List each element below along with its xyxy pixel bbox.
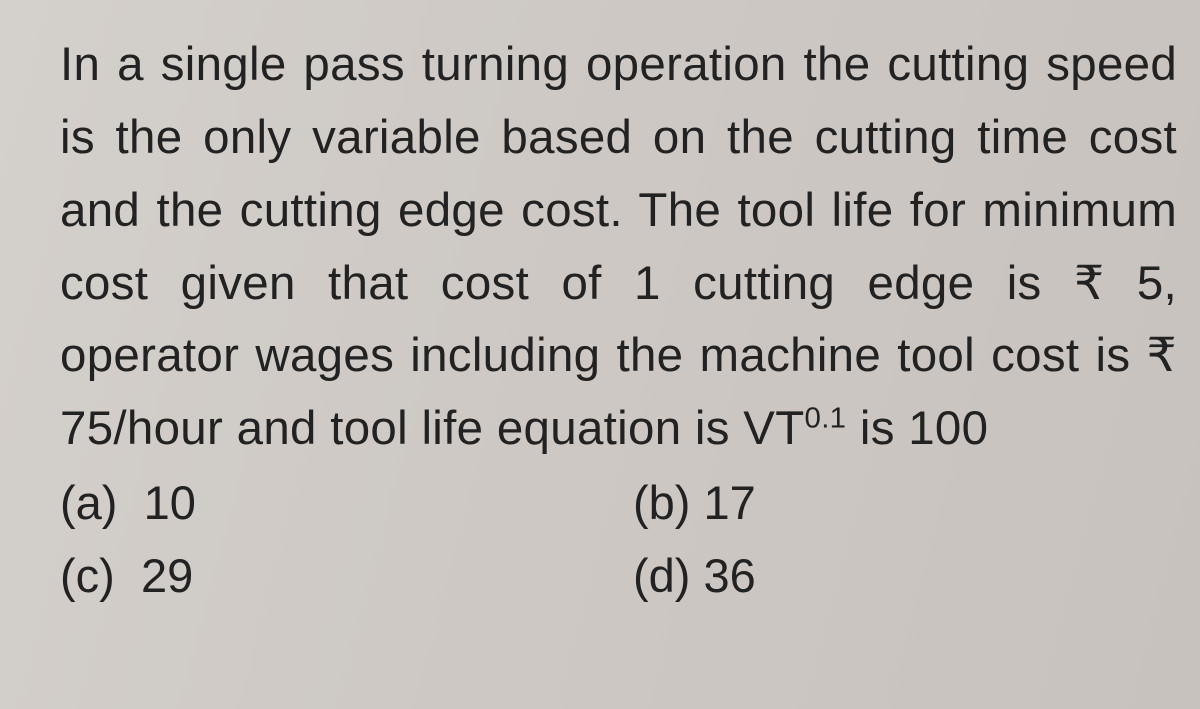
option-b: (b) 17	[633, 467, 1166, 540]
option-d-value: 36	[704, 549, 756, 602]
option-a-value: 10	[144, 476, 196, 529]
option-d: (d) 36	[633, 540, 1166, 613]
option-b-label: (b)	[633, 476, 690, 529]
option-a-label: (a)	[60, 476, 117, 529]
option-d-label: (d)	[633, 549, 690, 602]
option-c: (c) 29	[60, 540, 593, 613]
option-a: (a) 10	[60, 467, 593, 540]
question-text: In a single pass turning operation the c…	[60, 28, 1177, 465]
option-b-value: 17	[704, 476, 756, 529]
scanned-page: In a single pass turning operation the c…	[0, 0, 1200, 709]
options-grid: (a) 10 (b) 17 (c) 29 (d) 36	[60, 467, 1166, 613]
option-c-label: (c)	[60, 549, 115, 602]
option-c-value: 29	[141, 549, 193, 602]
